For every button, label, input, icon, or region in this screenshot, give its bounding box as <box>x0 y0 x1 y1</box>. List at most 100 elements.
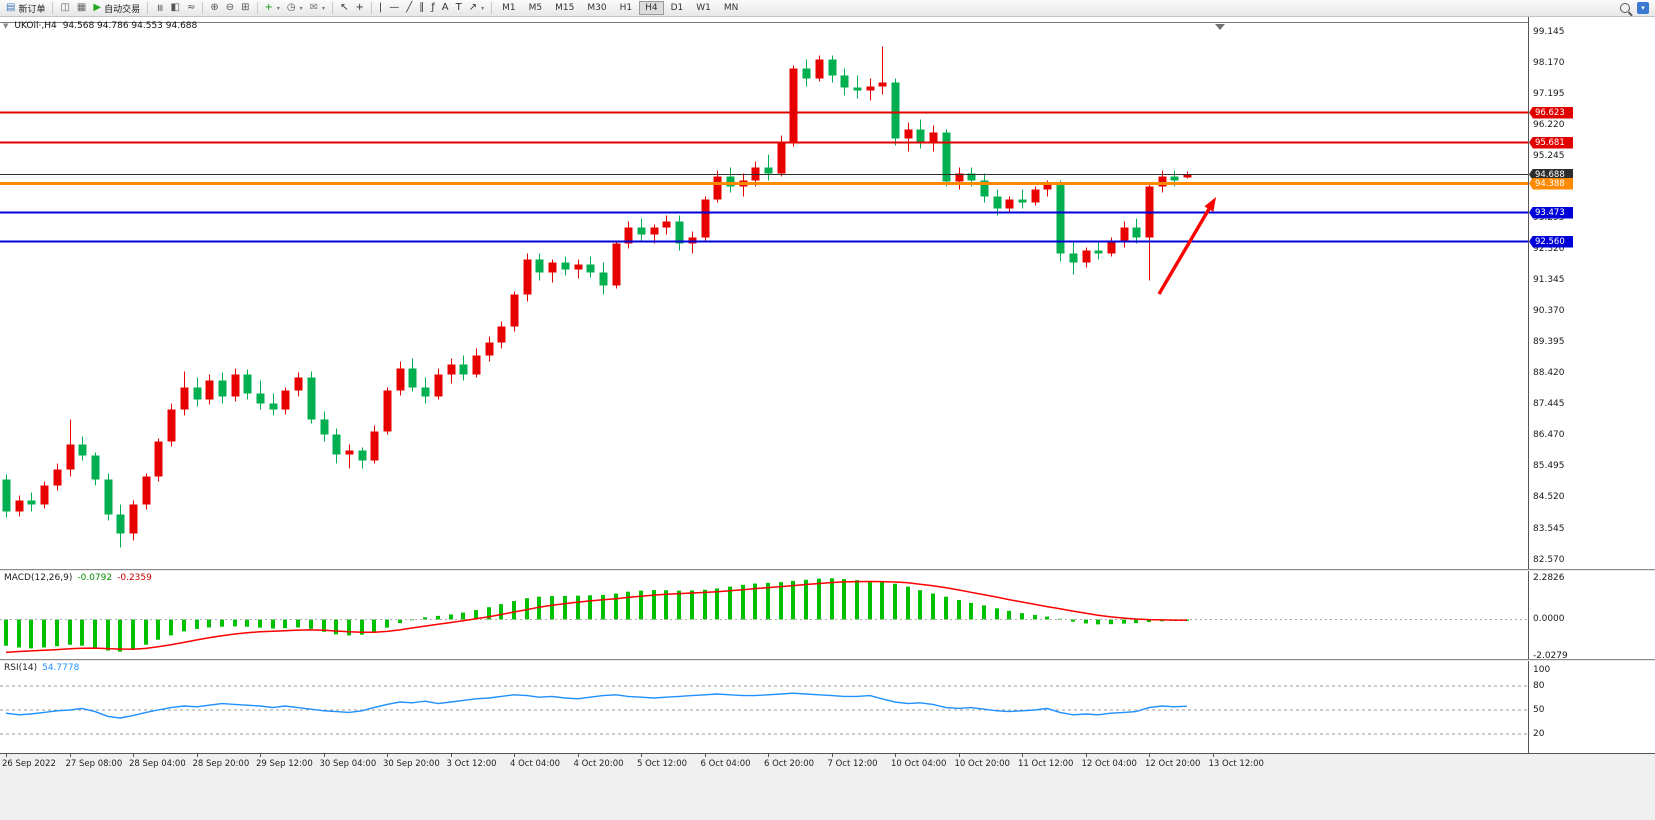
new-order-button[interactable]: ▤ 新订单 <box>3 1 48 16</box>
indicators-icon: + <box>264 2 273 13</box>
text-button[interactable]: A <box>439 1 452 16</box>
search-button[interactable] <box>1617 1 1633 16</box>
time-tick <box>1085 754 1087 757</box>
chart-windows-button[interactable]: ◫ <box>57 1 72 16</box>
price-tick-label: 89.395 <box>1533 337 1565 347</box>
time-axis-label: 27 Sep 08:00 <box>65 759 123 769</box>
tile-windows-icon: ⊞ <box>241 2 250 13</box>
crosshair-icon: + <box>355 2 364 13</box>
time-axis-label: 10 Oct 04:00 <box>891 759 947 769</box>
time-axis-label: 11 Oct 12:00 <box>1018 759 1074 769</box>
dropdown-caret-icon: ▾ <box>322 4 326 12</box>
candles-series <box>2 46 1192 548</box>
timeframe-w1-button[interactable]: W1 <box>690 1 717 15</box>
time-tick <box>895 754 896 757</box>
toolbar-separator <box>332 2 334 14</box>
rsi-scale-label: 100 <box>1533 664 1551 675</box>
macd-signal-value: -0.2359 <box>117 573 152 583</box>
horizontal-line-icon: — <box>389 2 400 13</box>
toolbar-separator <box>147 2 149 14</box>
rsi-scale-label: 80 <box>1533 680 1545 691</box>
time-tick <box>514 754 515 757</box>
fibonacci-icon: ƒ <box>431 2 435 13</box>
new-order-icon: ▤ <box>6 2 16 13</box>
text-label-button[interactable]: T <box>453 1 465 16</box>
timeframe-m1-button[interactable]: M1 <box>496 1 522 15</box>
arrows-icon: ↗ <box>468 2 478 13</box>
trendline-button[interactable]: ╱ <box>403 1 415 16</box>
timeframe-m15-button[interactable]: M15 <box>549 1 580 15</box>
timeframe-m30-button[interactable]: M30 <box>581 1 612 15</box>
line-chart-mode-icon: ≈ <box>186 2 196 13</box>
macd-scale-label: 0.0000 <box>1533 614 1565 624</box>
zoom-in-button[interactable]: ⊕ <box>207 1 221 16</box>
price-scale[interactable]: 99.14598.17097.19596.22095.24594.27093.2… <box>1528 17 1655 753</box>
price-tick-label: 92.320 <box>1533 244 1565 254</box>
indicators-button[interactable]: + ▾ <box>262 1 283 16</box>
zoom-out-button[interactable]: ⊖ <box>223 1 237 16</box>
auto-trading-button-label: 自动交易 <box>104 4 141 15</box>
bar-chart-mode-button[interactable]: ≡ <box>152 1 166 16</box>
trend-arrow-annotation[interactable] <box>1157 197 1216 295</box>
candlestick-mode-button[interactable]: ◧ <box>167 1 182 16</box>
price-tick-label: 99.145 <box>1533 27 1565 37</box>
periods-button[interactable]: ◷ ▾ <box>284 1 306 16</box>
time-axis-label: 6 Oct 04:00 <box>700 759 751 769</box>
profiles-icon: ▦ <box>76 2 87 13</box>
time-axis-label: 30 Sep 20:00 <box>383 759 440 769</box>
price-level-label: 94.388 <box>1529 177 1573 190</box>
one-click-trading-toggle[interactable]: ▼ <box>3 22 9 30</box>
toolbar-separator <box>370 2 372 14</box>
community-button[interactable]: ▾ <box>1634 1 1652 16</box>
time-axis[interactable]: 26 Sep 2022 27 Sep 08:00 28 Sep 04:00 28 Se… <box>0 753 1655 775</box>
time-tick <box>260 754 261 757</box>
rsi-panel-splitter[interactable] <box>0 659 1655 661</box>
screenshot-button[interactable]: ✉ ▾ <box>307 1 328 16</box>
dropdown-caret-icon: ▾ <box>481 4 485 12</box>
line-chart-mode-button[interactable]: ≈ <box>184 1 198 16</box>
toolbar: ▤ 新订单 ◫ ▦ ▶ 自动交易 ≡ ◧ ≈ ⊕ ⊖ ⊞ + ▾ ◷ ▾ ✉ ▾ ↖ + | — ╱ ∥ ƒ A T ↗ ▾ M1 M5 M1… <box>0 0 1655 17</box>
toolbar-separator <box>256 2 258 14</box>
text-label-icon: T <box>455 2 462 13</box>
auto-trading-button[interactable]: ▶ 自动交易 <box>90 1 143 16</box>
price-tick-label: 90.370 <box>1533 306 1565 316</box>
timeframe-d1-button[interactable]: D1 <box>665 1 690 15</box>
macd-panel-splitter[interactable] <box>0 569 1655 571</box>
crosshair-button[interactable]: + <box>352 1 366 16</box>
time-axis-label: 3 Oct 12:00 <box>446 759 497 769</box>
horizontal-levels[interactable] <box>0 111 1528 243</box>
zoom-in-icon: ⊕ <box>210 2 219 13</box>
time-axis-label: 6 Oct 20:00 <box>764 759 815 769</box>
timeframe-h4-button[interactable]: H4 <box>639 1 664 15</box>
profiles-button[interactable]: ▦ <box>74 1 89 16</box>
bar-chart-mode-icon: ≡ <box>154 3 166 13</box>
macd-scale-label: 2.2826 <box>1533 572 1565 583</box>
chart-title: ▼ UKOil·,H4 94.568 94.786 94.553 94.688 <box>3 21 197 31</box>
price-tick-label: 82.570 <box>1533 555 1565 565</box>
screenshot-icon: ✉ <box>309 2 319 13</box>
cursor-button[interactable]: ↖ <box>337 1 351 16</box>
price-tick-label: 91.345 <box>1533 275 1565 285</box>
chart-plot-area[interactable] <box>0 17 1528 753</box>
macd-main-value: -0.0792 <box>77 573 113 583</box>
vertical-line-button[interactable]: | <box>376 1 385 16</box>
timeframe-mn-button[interactable]: MN <box>718 1 745 15</box>
chart-windows-icon: ◫ <box>60 2 70 13</box>
price-tick-label: 83.545 <box>1533 524 1565 534</box>
chart-ohlc-values: 94.568 94.786 94.553 94.688 <box>62 21 198 31</box>
time-tick <box>1022 754 1023 757</box>
channel-button[interactable]: ∥ <box>416 1 427 16</box>
macd-title: MACD(12,26,9) -0.0792 -0.2359 <box>4 573 152 583</box>
time-axis-label: 7 Oct 12:00 <box>827 759 878 769</box>
arrows-button[interactable]: ↗ ▾ <box>466 1 487 16</box>
timeframe-h1-button[interactable]: H1 <box>614 1 639 15</box>
time-tick <box>450 754 452 757</box>
horizontal-line-button[interactable]: — <box>386 1 402 16</box>
price-tick-label: 84.520 <box>1533 492 1565 502</box>
tile-windows-button[interactable]: ⊞ <box>238 1 252 16</box>
time-tick <box>641 754 642 757</box>
timeframe-m5-button[interactable]: M5 <box>523 1 549 15</box>
fibonacci-button[interactable]: ƒ <box>428 1 438 16</box>
time-axis-label: 28 Sep 04:00 <box>129 759 186 769</box>
time-axis-label: 5 Oct 12:00 <box>637 759 688 769</box>
